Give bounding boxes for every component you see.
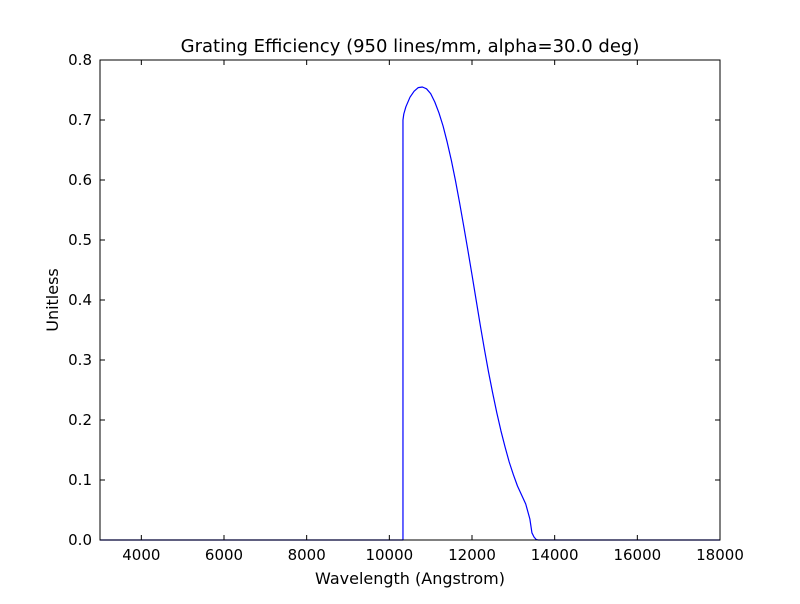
x-tick-label: 10000 bbox=[365, 546, 413, 564]
y-tick-label: 0.4 bbox=[68, 291, 92, 309]
x-tick-label: 8000 bbox=[288, 546, 326, 564]
y-axis-label: Unitless bbox=[43, 268, 62, 332]
y-tick-label: 0.5 bbox=[68, 231, 92, 249]
x-tick-label: 14000 bbox=[531, 546, 579, 564]
y-tick-label: 0.1 bbox=[68, 471, 92, 489]
y-tick-label: 0.3 bbox=[68, 351, 92, 369]
chart-title: Grating Efficiency (950 lines/mm, alpha=… bbox=[181, 36, 640, 57]
y-tick-label: 0.2 bbox=[68, 411, 92, 429]
axis-ticks: 4000 6000 8000 10000 12000 14000 16000 18000 0.0… bbox=[68, 51, 744, 564]
x-tick-label: 16000 bbox=[613, 546, 661, 564]
y-tick-label: 0.0 bbox=[68, 531, 92, 549]
x-axis-label: Wavelength (Angstrom) bbox=[315, 569, 505, 588]
y-tick-label: 0.8 bbox=[68, 51, 92, 69]
x-tick-label: 12000 bbox=[448, 546, 496, 564]
x-tick-label: 18000 bbox=[696, 546, 744, 564]
x-tick-label: 4000 bbox=[122, 546, 160, 564]
y-tick-label: 0.7 bbox=[68, 111, 92, 129]
y-tick-label: 0.6 bbox=[68, 171, 92, 189]
x-tick-label: 6000 bbox=[205, 546, 243, 564]
series-line-0 bbox=[100, 86, 720, 541]
